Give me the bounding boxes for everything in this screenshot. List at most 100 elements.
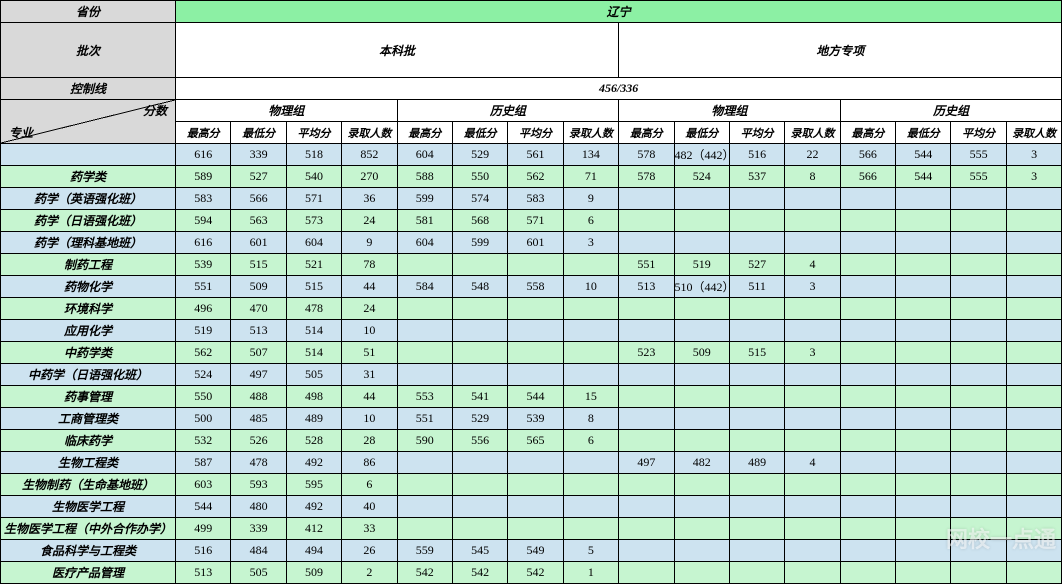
table-row: 生物医学工程（中外合作办学）49933941233 bbox=[1, 518, 1062, 540]
cell: 555 bbox=[951, 144, 1006, 166]
cell: 601 bbox=[231, 232, 286, 254]
cell: 542 bbox=[397, 562, 452, 584]
cell bbox=[1006, 562, 1061, 584]
row-label: 中药学（日语强化班） bbox=[1, 364, 176, 386]
table-row: 食品科学与工程类516484494265595455495 bbox=[1, 540, 1062, 562]
cell bbox=[840, 364, 895, 386]
cell bbox=[896, 232, 951, 254]
cell: 549 bbox=[508, 540, 563, 562]
cell: 594 bbox=[176, 210, 231, 232]
cell: 561 bbox=[508, 144, 563, 166]
cell: 556 bbox=[452, 430, 507, 452]
cell bbox=[1006, 320, 1061, 342]
cell bbox=[896, 562, 951, 584]
subcol-2-0: 最高分 bbox=[619, 122, 674, 144]
table-row: 生物制药（生命基地班）6035935956 bbox=[1, 474, 1062, 496]
cell bbox=[896, 452, 951, 474]
cell: 578 bbox=[619, 166, 674, 188]
cell bbox=[452, 342, 507, 364]
cell: 524 bbox=[176, 364, 231, 386]
province-label: 省份 bbox=[1, 1, 176, 23]
table-row: 应用化学51951351410 bbox=[1, 320, 1062, 342]
cell bbox=[896, 518, 951, 540]
cell bbox=[951, 518, 1006, 540]
cell: 51 bbox=[342, 342, 397, 364]
cell: 478 bbox=[286, 298, 341, 320]
cell: 36 bbox=[342, 188, 397, 210]
cell: 339 bbox=[231, 144, 286, 166]
cell: 521 bbox=[286, 254, 341, 276]
cell: 482 bbox=[674, 452, 729, 474]
cell: 270 bbox=[342, 166, 397, 188]
cell bbox=[785, 540, 840, 562]
cell bbox=[951, 298, 1006, 320]
cell bbox=[951, 562, 1006, 584]
cell: 3 bbox=[785, 276, 840, 298]
cell bbox=[563, 452, 618, 474]
subcol-1-1: 最低分 bbox=[452, 122, 507, 144]
cell: 524 bbox=[674, 166, 729, 188]
cell bbox=[452, 452, 507, 474]
cell: 551 bbox=[176, 276, 231, 298]
row-label: 生物医学工程 bbox=[1, 496, 176, 518]
cell bbox=[619, 188, 674, 210]
cell bbox=[452, 364, 507, 386]
cell bbox=[674, 408, 729, 430]
cell: 515 bbox=[231, 254, 286, 276]
row-label: 生物医学工程（中外合作办学） bbox=[1, 518, 176, 540]
cell bbox=[729, 210, 784, 232]
cell bbox=[397, 254, 452, 276]
control-line-value: 456/336 bbox=[176, 78, 1062, 100]
cell: 563 bbox=[231, 210, 286, 232]
table-row: 中药学类562507514515235095153 bbox=[1, 342, 1062, 364]
cell: 566 bbox=[840, 144, 895, 166]
cell bbox=[951, 386, 1006, 408]
cell bbox=[1006, 298, 1061, 320]
cell: 550 bbox=[176, 386, 231, 408]
cell: 595 bbox=[286, 474, 341, 496]
cell bbox=[452, 474, 507, 496]
cell: 513 bbox=[176, 562, 231, 584]
cell: 519 bbox=[176, 320, 231, 342]
cell bbox=[840, 474, 895, 496]
cell: 509 bbox=[286, 562, 341, 584]
cell bbox=[674, 540, 729, 562]
cell bbox=[896, 364, 951, 386]
row-label: 应用化学 bbox=[1, 320, 176, 342]
cell bbox=[840, 254, 895, 276]
subcol-1-3: 录取人数 bbox=[563, 122, 618, 144]
cell bbox=[785, 386, 840, 408]
cell: 71 bbox=[563, 166, 618, 188]
cell bbox=[785, 320, 840, 342]
row-label: 药物化学 bbox=[1, 276, 176, 298]
cell bbox=[785, 364, 840, 386]
cell: 599 bbox=[397, 188, 452, 210]
cell bbox=[1006, 386, 1061, 408]
cell: 545 bbox=[452, 540, 507, 562]
cell bbox=[729, 430, 784, 452]
cell bbox=[896, 188, 951, 210]
cell bbox=[619, 408, 674, 430]
cell bbox=[1006, 342, 1061, 364]
cell: 6 bbox=[342, 474, 397, 496]
cell bbox=[508, 298, 563, 320]
cell bbox=[1006, 430, 1061, 452]
cell bbox=[674, 474, 729, 496]
cell: 603 bbox=[176, 474, 231, 496]
cell: 40 bbox=[342, 496, 397, 518]
cell: 26 bbox=[342, 540, 397, 562]
row-label: 制药工程 bbox=[1, 254, 176, 276]
cell bbox=[840, 562, 895, 584]
cell bbox=[785, 496, 840, 518]
cell: 551 bbox=[397, 408, 452, 430]
cell bbox=[397, 342, 452, 364]
table-row: 临床药学532526528285905565656 bbox=[1, 430, 1062, 452]
cell: 492 bbox=[286, 496, 341, 518]
table-row: 环境科学49647047824 bbox=[1, 298, 1062, 320]
cell: 584 bbox=[397, 276, 452, 298]
cell bbox=[896, 320, 951, 342]
cell: 542 bbox=[452, 562, 507, 584]
cell: 5 bbox=[563, 540, 618, 562]
cell: 559 bbox=[397, 540, 452, 562]
cell bbox=[951, 452, 1006, 474]
